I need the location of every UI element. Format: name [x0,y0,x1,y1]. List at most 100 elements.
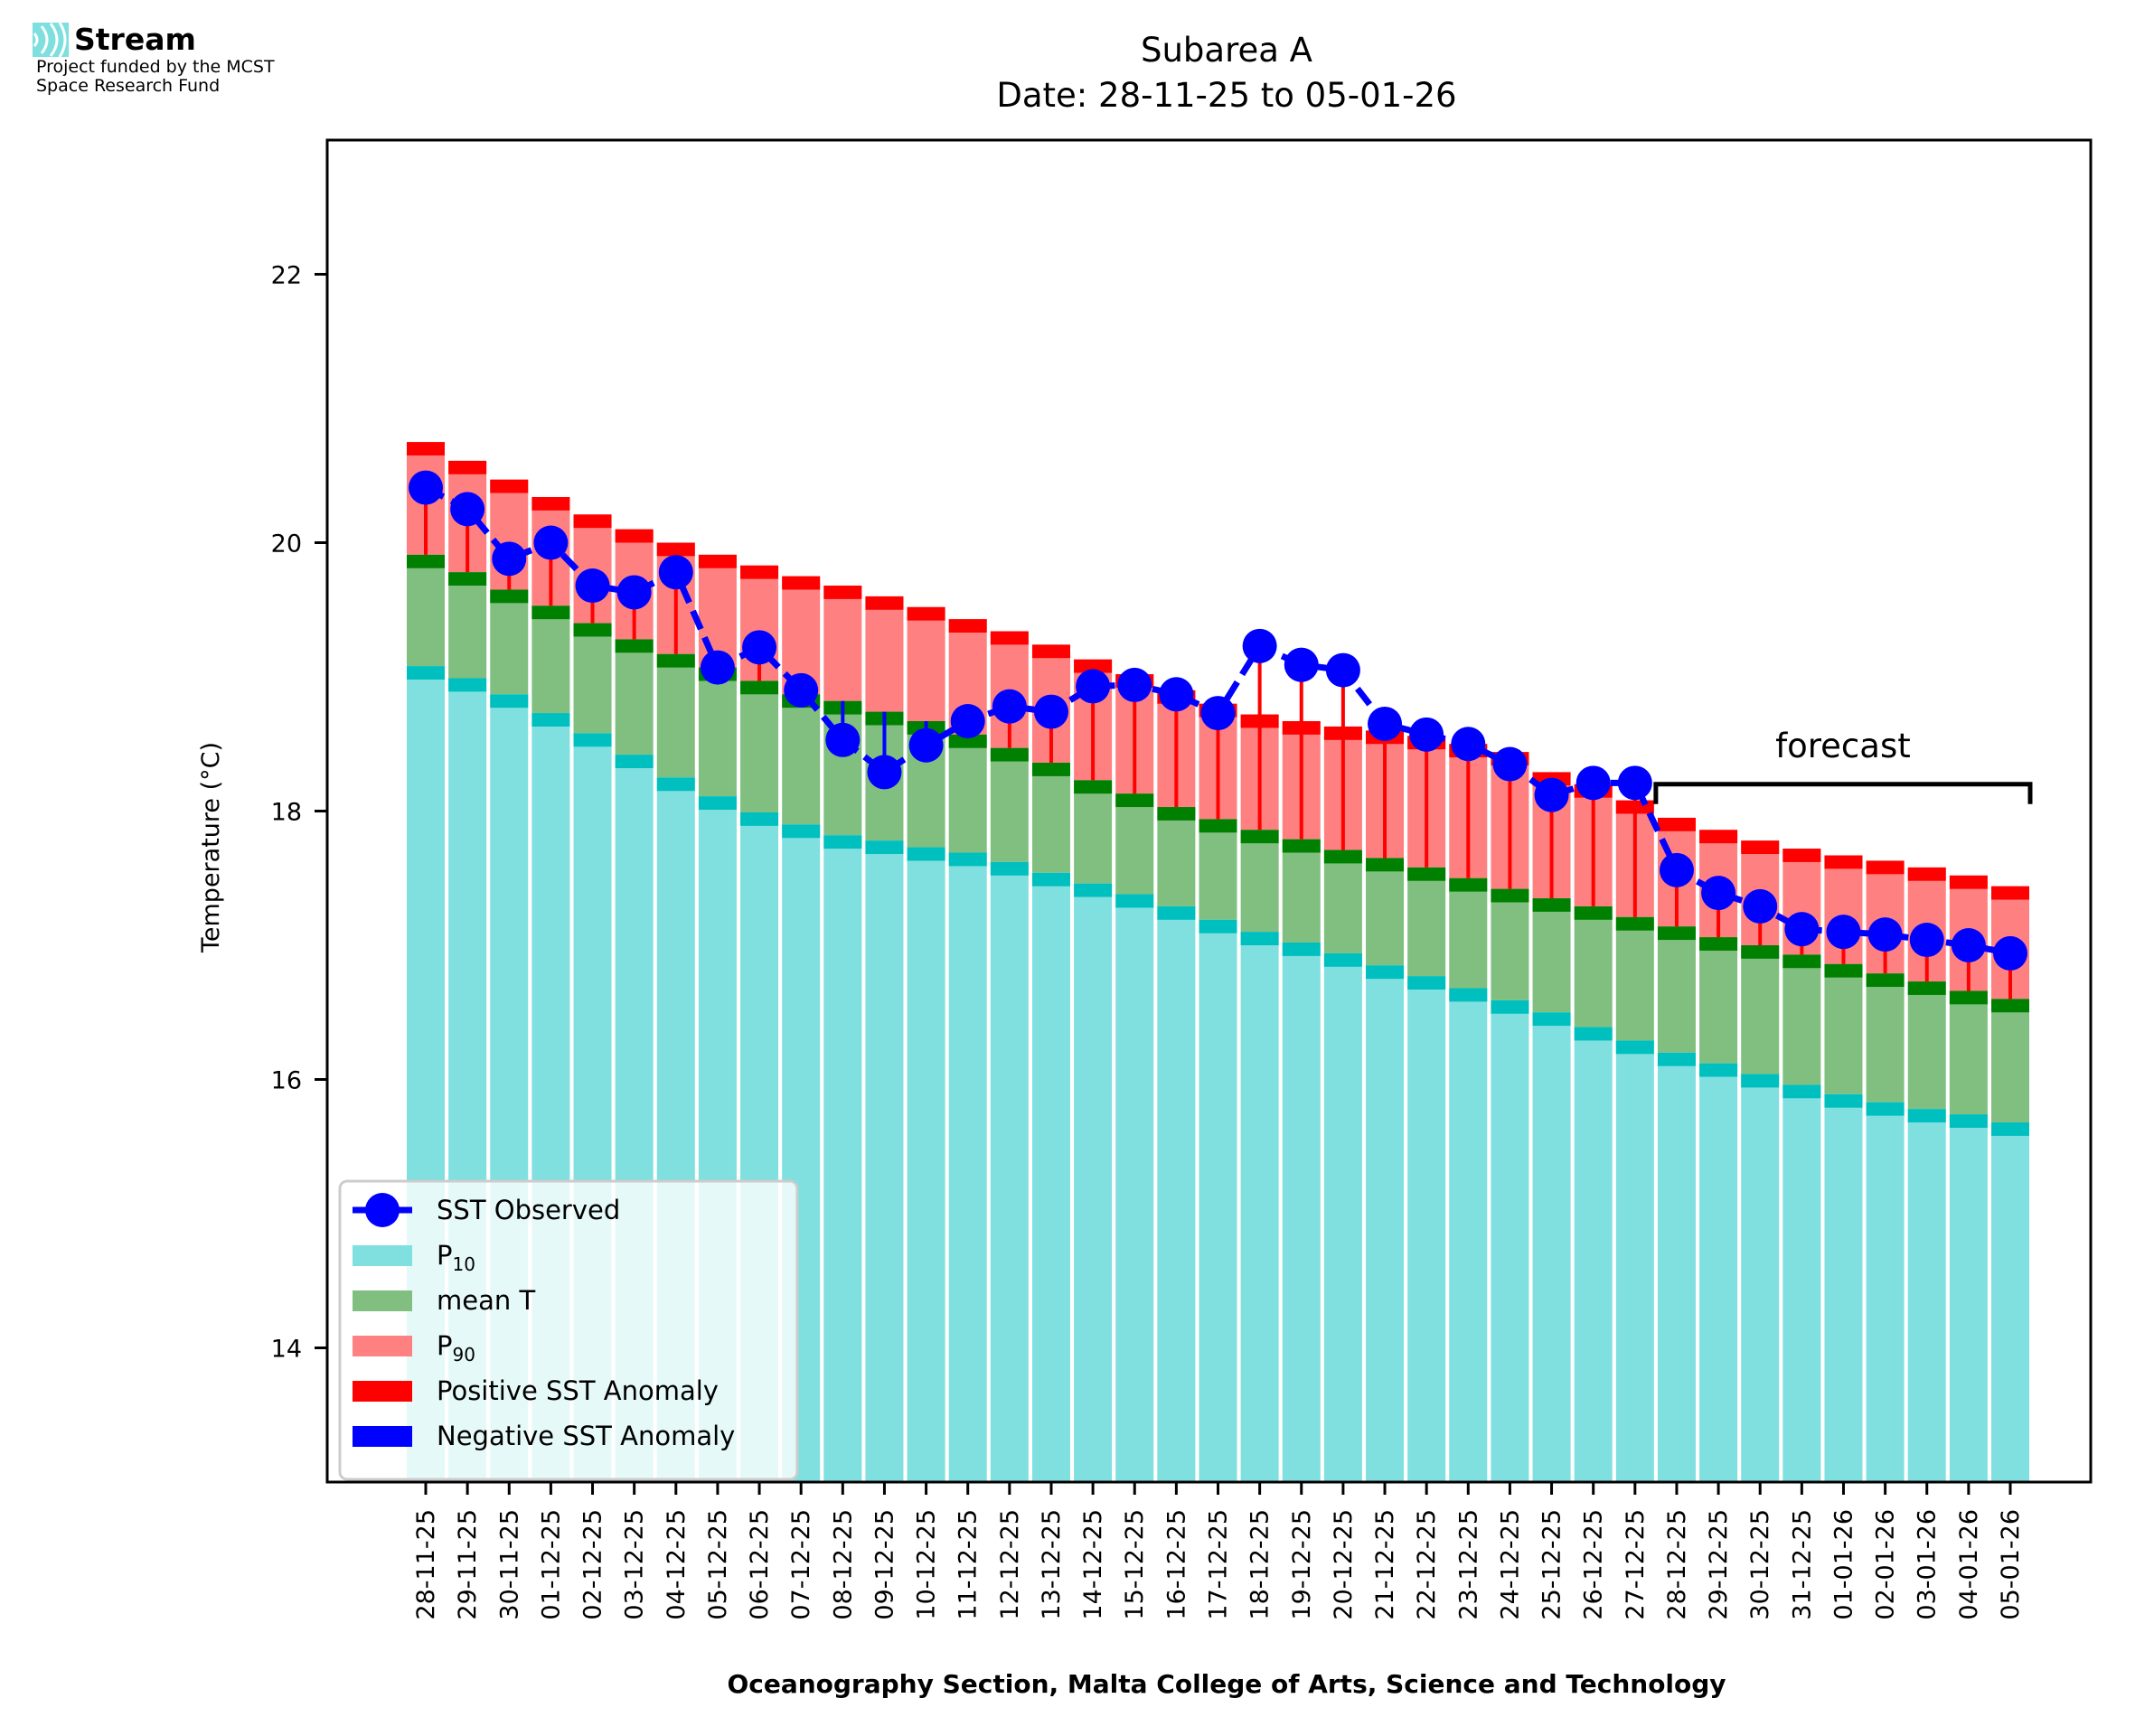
sst-observed-point [1617,765,1652,801]
sst-observed-point [1951,928,1986,962]
bar-p90-edge [531,497,570,511]
bar-mean [990,747,1029,862]
bar-mean-edge [1491,888,1529,903]
bar-p10-edge [656,777,695,792]
bar-p90 [865,596,904,712]
logo: Stream Project funded by the MCST Space … [33,22,275,96]
bar-mean [573,623,612,734]
legend-box [338,1179,799,1481]
bar-p10 [1407,976,1446,1482]
bar-p10 [865,840,904,1482]
bar-p10-edge [782,824,821,839]
x-tick-label: 03-12-25 [621,1509,649,1620]
bar-p90-edge [1699,830,1738,844]
x-tick-label: 06-12-25 [746,1509,774,1620]
x-tick-label: 03-01-26 [1914,1509,1942,1620]
bar-p10-edge [448,678,487,692]
bar-mean-edge [1074,780,1113,794]
x-tick-label: 30-11-25 [495,1509,523,1620]
sst-observed-point [1993,935,2027,971]
bar-p10-edge [1949,1114,1988,1128]
y-tick-label: 22 [271,262,302,290]
bar-group [1907,867,1946,1482]
bar-p10-edge [1532,1012,1571,1027]
bar-p90-edge [823,586,862,599]
x-tick-label: 04-12-25 [663,1509,691,1620]
bar-p10-edge [740,812,779,826]
bar-mean [1366,858,1405,966]
bar-group [1240,714,1279,1482]
bar-mean-edge [1699,937,1738,951]
legend-label: P10 [437,1240,475,1275]
bar-p10 [1115,894,1154,1482]
bar-p90-edge [698,554,737,568]
sst-observed-point [1325,652,1360,688]
y-tick-label: 14 [271,1336,302,1364]
x-tick-label: 25-12-25 [1538,1509,1566,1620]
bar-mean [1657,926,1696,1053]
bar-p10-edge [698,796,737,811]
sst-observed-point [992,689,1027,724]
legend-label-subscript: 10 [453,1253,475,1275]
x-tick-label: 22-12-25 [1413,1509,1441,1620]
x-tick-label: 18-12-25 [1246,1509,1275,1620]
bar-p10 [1699,1063,1738,1482]
bar-p10 [1491,999,1529,1482]
bar-p10 [1449,988,1488,1482]
logo-brand-name: Stream [74,22,196,57]
bar-p10 [1657,1052,1696,1482]
bar-p10-edge [531,713,570,727]
bar-mean [1282,839,1321,943]
sst-observed-point [825,722,861,757]
bar-p90-edge [1991,886,2029,900]
bar-p10-edge [1282,943,1321,956]
x-tick-label: 15-12-25 [1121,1509,1149,1620]
bar-mean [1157,807,1196,906]
sst-observed-point [700,650,735,685]
bar-mean [448,572,487,679]
bar-mean [698,667,737,797]
bar-group [1824,855,1863,1482]
bar-mean-edge [1532,898,1571,912]
bar-p10-edge [1240,932,1279,945]
x-tick-label: 05-01-26 [1997,1509,2025,1620]
bar-p90 [698,554,737,668]
bar-mean-edge [490,589,529,604]
x-tick-label: 01-12-25 [537,1509,565,1620]
bar-p10-edge [1657,1052,1696,1066]
bar-p10 [1366,965,1405,1482]
bar-group [1199,703,1237,1482]
bar-mean [656,653,695,778]
sst-observed-point [1534,777,1569,812]
y-tick-label: 20 [271,530,302,558]
x-tick-label: 16-12-25 [1162,1509,1190,1620]
sst-observed-point [450,492,485,527]
bar-mean-edge [740,680,779,695]
bar-group [1366,730,1405,1482]
legend-item-negative-anomaly: Negative SST Anomaly [353,1421,735,1451]
bar-mean-edge [1991,999,2029,1013]
x-tick-label: 10-12-25 [913,1509,941,1620]
x-tick-label: 02-12-25 [579,1509,607,1620]
bar-p10-edge [490,694,529,708]
bar-p10 [1574,1027,1613,1482]
bar-mean [1574,906,1613,1028]
legend-item-positive-anomaly: Positive SST Anomaly [353,1375,719,1406]
x-tick-label: 28-12-25 [1663,1509,1691,1620]
bar-mean-edge [1323,849,1362,864]
bar-p10-edge [1866,1102,1905,1116]
sst-observed-point [1784,912,1820,947]
x-tick-label: 12-12-25 [996,1509,1024,1620]
bar-p10 [1323,952,1362,1482]
bar-mean [1866,973,1905,1103]
sst-observed-point [1368,706,1403,741]
bar-mean [1782,954,1821,1085]
bar-p10-edge [865,840,904,855]
bar-p10-edge [1199,919,1237,934]
bar-mean-edge [1240,830,1279,844]
bar-p90-edge [1031,644,1070,659]
bar-mean [740,680,779,812]
y-axis: 14 16 18 20 22 [271,262,327,1364]
bar-mean-edge [1031,763,1070,776]
sst-observed-point [1659,852,1694,887]
